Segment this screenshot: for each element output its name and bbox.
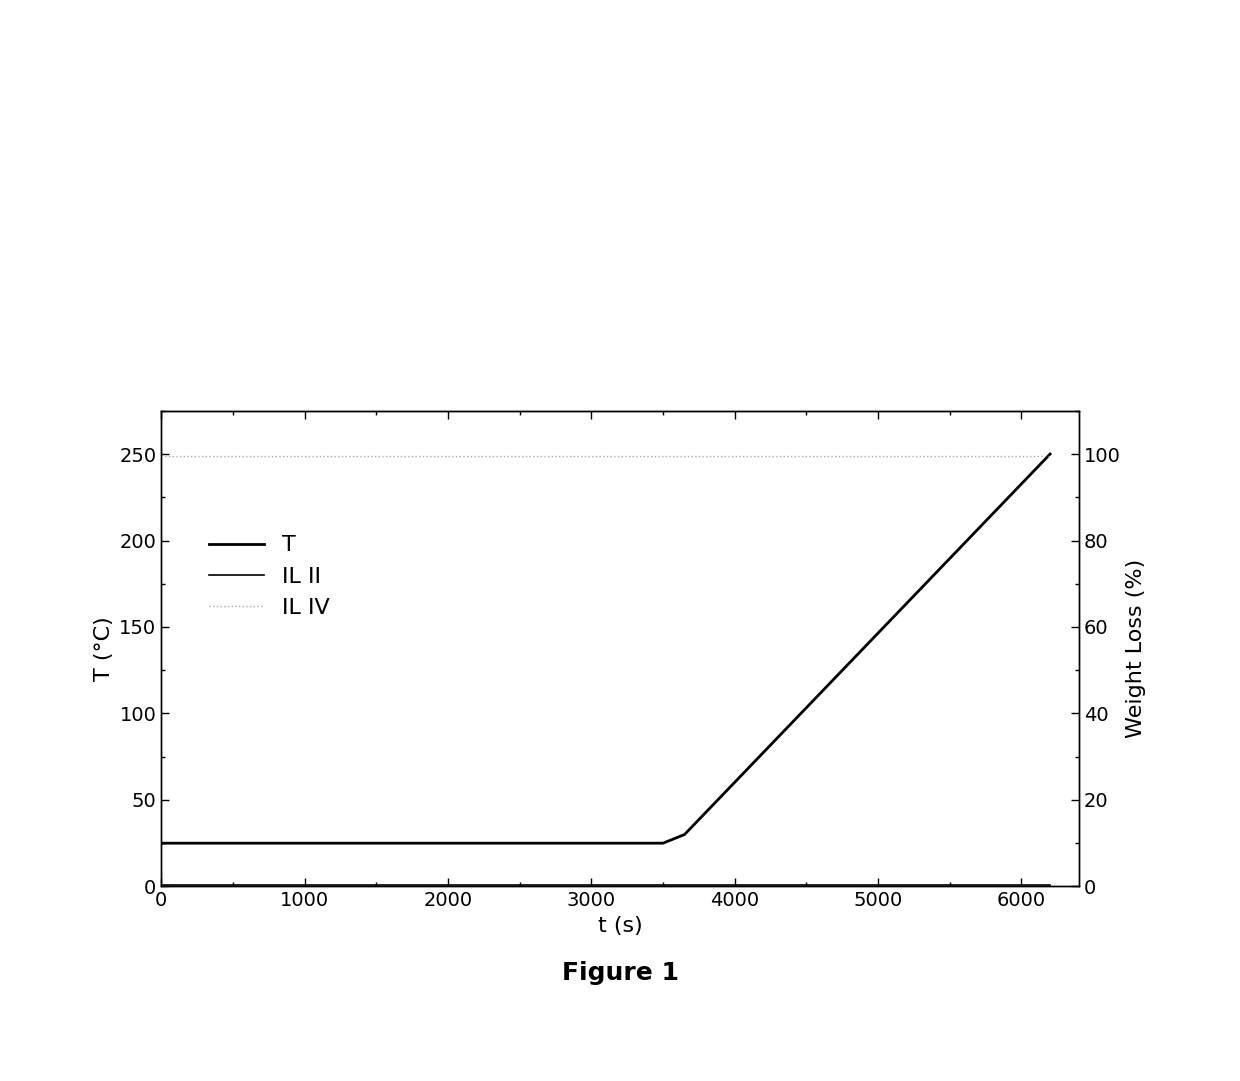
Legend: T, IL II, IL IV: T, IL II, IL IV <box>200 526 339 627</box>
T <box>677 828 692 841</box>
Y-axis label: Weight Loss (%): Weight Loss (%) <box>1126 559 1146 738</box>
T <box>656 837 671 850</box>
X-axis label: t (s): t (s) <box>598 916 642 936</box>
T <box>1043 448 1058 461</box>
Text: Figure 1: Figure 1 <box>562 961 678 985</box>
Y-axis label: T (°C): T (°C) <box>94 616 114 681</box>
Line: T: T <box>161 454 1050 843</box>
T <box>154 837 169 850</box>
